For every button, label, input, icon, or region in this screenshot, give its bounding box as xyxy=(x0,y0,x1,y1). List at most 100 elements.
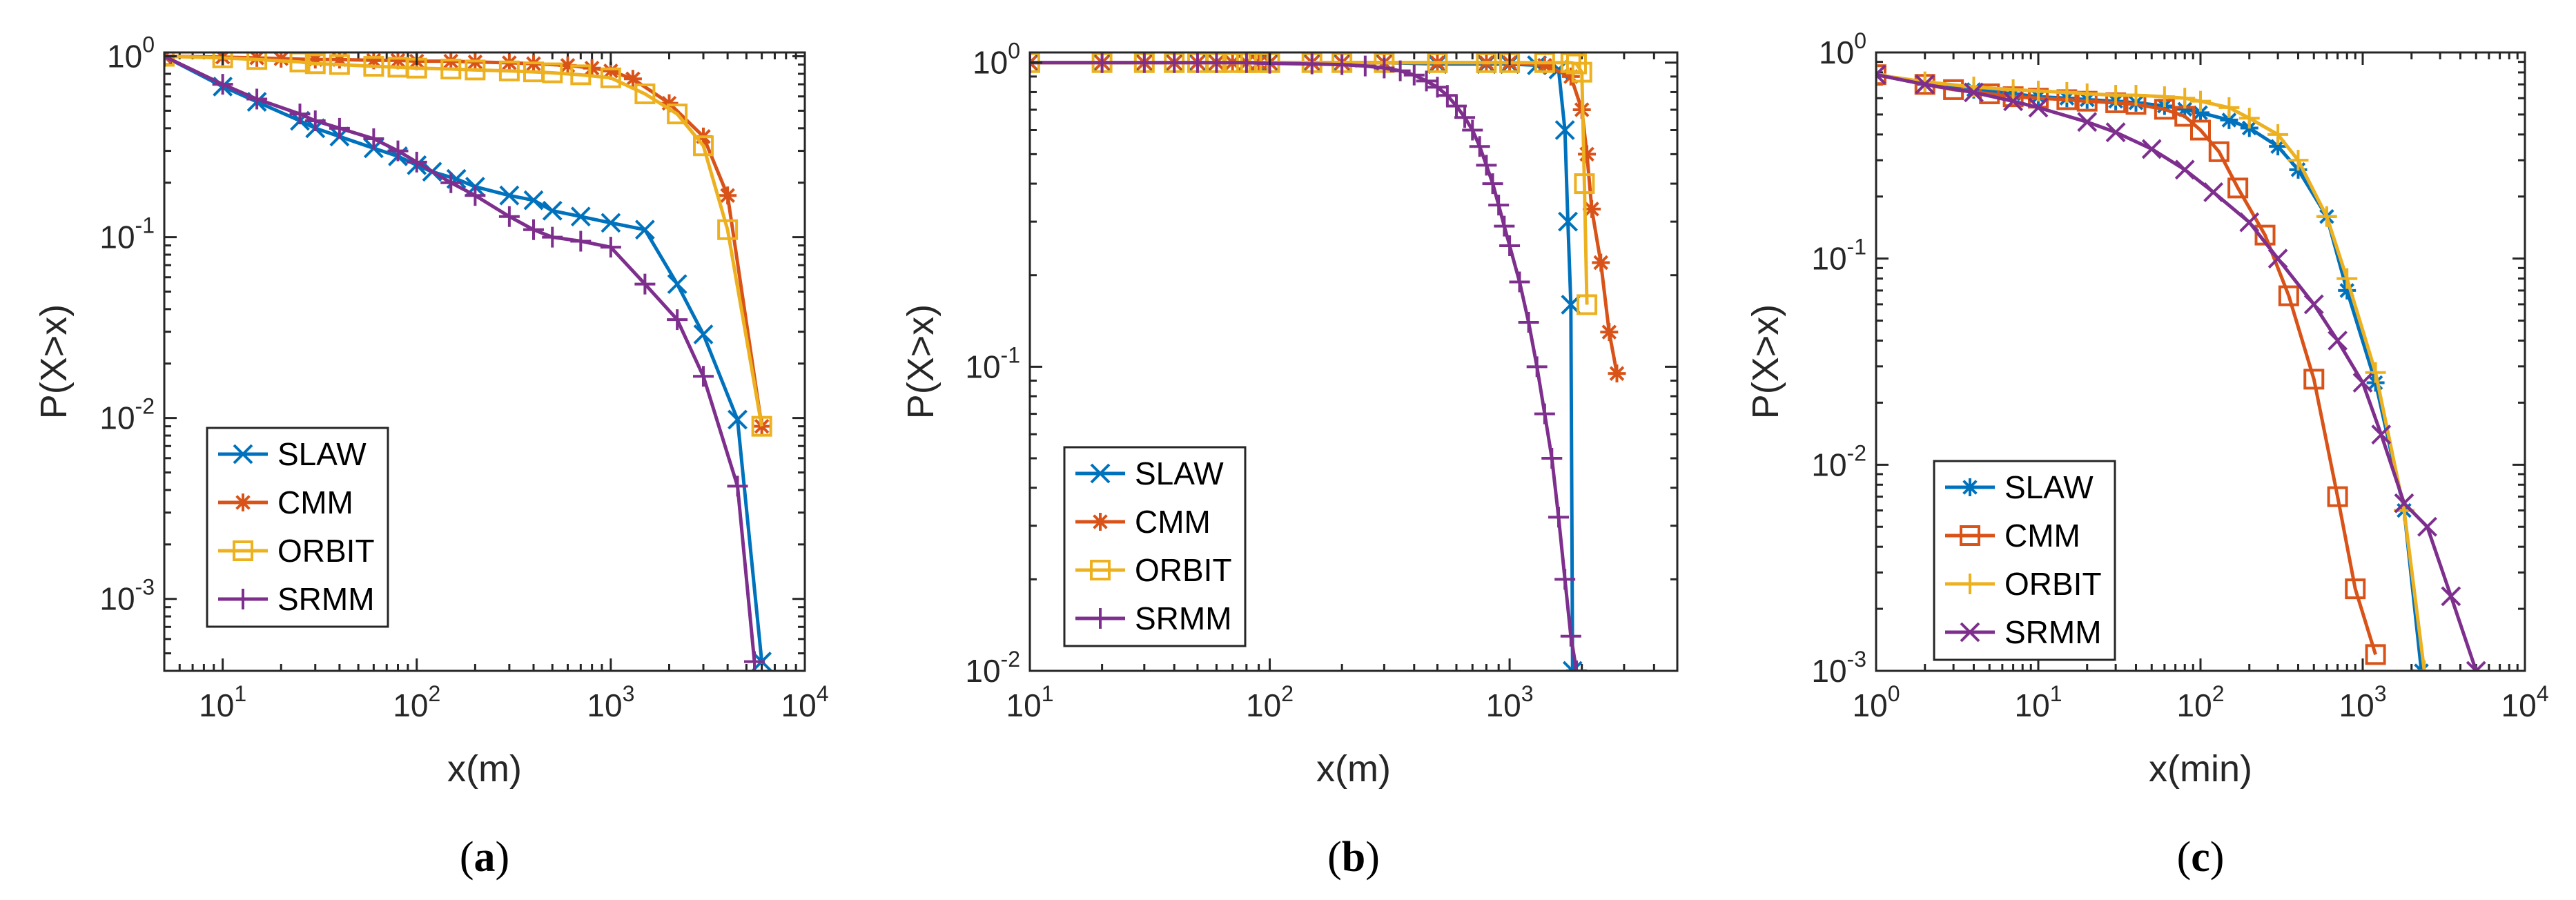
x-axis-label: x(m) xyxy=(447,748,522,790)
data-point-srmm xyxy=(212,74,233,95)
data-point-srmm xyxy=(2239,212,2260,233)
data-point-orbit xyxy=(440,59,462,80)
data-point-srmm xyxy=(1876,64,1886,85)
data-point-srmm xyxy=(1403,64,1425,86)
series-srmm xyxy=(1030,52,1587,671)
data-point-srmm xyxy=(2303,294,2324,315)
legend-label: CMM xyxy=(277,485,353,520)
data-point-orbit xyxy=(1476,52,1497,73)
legend-entry-orbit: ORBIT xyxy=(218,533,375,569)
series-slaw xyxy=(164,52,772,671)
data-point-srmm xyxy=(1416,70,1437,92)
legend-box xyxy=(206,427,389,628)
legend-entry-srmm: SRMM xyxy=(1945,614,2102,650)
x-tick-label: 103 xyxy=(1486,681,1534,723)
data-point-srmm xyxy=(1548,507,1570,528)
y-tick-label: 10-1 xyxy=(965,342,1020,384)
data-point-slaw xyxy=(523,190,544,211)
data-point-cmm xyxy=(306,52,324,69)
series-orbit xyxy=(164,52,772,437)
data-point-cmm xyxy=(2345,578,2366,600)
data-point-orbit xyxy=(2316,206,2337,227)
data-point-cmm xyxy=(2303,369,2325,390)
data-point-orbit xyxy=(2125,85,2147,106)
x-tick-label: 103 xyxy=(2339,681,2387,723)
legend-entry-srmm: SRMM xyxy=(218,581,375,617)
panel-b-chart: 101 102 103 10-2 10-1 100 x(m) P(X>x) SLAW CMM ORB… xyxy=(900,39,1679,881)
data-point-srmm xyxy=(1565,661,1587,671)
x-tick-label: 102 xyxy=(2177,681,2225,723)
legend-label: SLAW xyxy=(277,436,367,472)
data-point-srmm xyxy=(1488,195,1510,216)
data-point-orbit xyxy=(2028,80,2049,101)
data-point-orbit xyxy=(465,59,486,81)
data-point-srmm xyxy=(570,231,592,252)
data-point-srmm xyxy=(1526,356,1548,378)
data-point-orbit xyxy=(1577,294,1598,315)
data-point-slaw xyxy=(1554,120,1575,140)
data-point-slaw xyxy=(2176,100,2194,119)
data-point-srmm xyxy=(1518,311,1539,333)
data-point-srmm xyxy=(667,309,688,331)
legend-marker xyxy=(233,589,253,609)
data-point-orbit xyxy=(1534,52,1555,73)
data-point-slaw xyxy=(2338,281,2357,300)
legend-entry-orbit: ORBIT xyxy=(1075,552,1232,588)
minor-ticks xyxy=(1876,52,2525,671)
data-point-slaw xyxy=(2220,110,2238,129)
data-point-slaw xyxy=(667,274,687,295)
x-tick-label: 104 xyxy=(781,681,829,723)
data-point-srmm xyxy=(1499,235,1521,257)
data-point-srmm xyxy=(387,140,409,162)
data-point-srmm xyxy=(1469,136,1490,157)
data-point-srmm xyxy=(2328,331,2348,351)
data-point-srmm xyxy=(1454,107,1476,128)
data-point-srmm xyxy=(2028,97,2049,118)
data-point-srmm xyxy=(1494,215,1515,237)
data-point-orbit xyxy=(2002,79,2024,100)
data-point-slaw xyxy=(2192,104,2209,122)
data-point-orbit xyxy=(1571,61,1592,83)
data-point-orbit xyxy=(570,64,592,86)
data-point-orbit xyxy=(542,62,563,84)
data-point-orbit xyxy=(2105,85,2127,106)
data-point-srmm xyxy=(1509,271,1530,293)
panel-c-chart: 100 101 102 103 104 10-3 10-2 10-1 100 x(min) P(X>… xyxy=(1745,28,2548,881)
data-point-srmm xyxy=(1964,82,1984,103)
legend-marker xyxy=(1960,574,1980,594)
data-point-srmm xyxy=(440,172,462,193)
data-point-orbit xyxy=(2076,83,2098,104)
data-point-cmm xyxy=(558,56,577,75)
data-point-cmm xyxy=(660,94,679,112)
x-tick-label: 101 xyxy=(1006,681,1054,723)
data-point-srmm xyxy=(2466,661,2486,671)
data-point-cmm xyxy=(2208,141,2229,162)
y-axis-label: P(X>x) xyxy=(1745,304,1786,420)
data-point-srmm xyxy=(2174,159,2195,180)
y-tick-label: 10-1 xyxy=(1811,235,1866,277)
series-group xyxy=(1876,64,2486,671)
data-point-orbit xyxy=(363,56,384,77)
data-point-orbit xyxy=(693,135,714,157)
axes-frame xyxy=(1028,51,1679,672)
data-point-srmm xyxy=(1915,74,1935,95)
data-point-srmm xyxy=(1133,52,1155,73)
data-point-srmm xyxy=(2394,493,2414,513)
data-point-srmm xyxy=(1476,155,1497,176)
data-point-srmm xyxy=(1436,85,1458,106)
data-point-srmm xyxy=(2371,424,2392,445)
data-point-srmm xyxy=(634,273,656,295)
data-point-orbit xyxy=(2056,81,2078,103)
legend-entry-slaw: SLAW xyxy=(1945,469,2094,505)
x-tick-label: 102 xyxy=(1246,681,1294,723)
y-tick-label: 100 xyxy=(1819,28,1866,70)
y-axis-label: P(X>x) xyxy=(900,304,941,420)
data-point-orbit xyxy=(2365,362,2386,383)
data-point-cmm xyxy=(330,52,349,69)
data-point-srmm xyxy=(1445,95,1467,117)
series-srmm xyxy=(1876,64,2486,671)
data-point-srmm xyxy=(600,237,621,258)
x-tick-label: 103 xyxy=(587,681,634,723)
data-point-srmm xyxy=(2203,182,2224,202)
legend-entry-cmm: CMM xyxy=(1945,518,2080,554)
